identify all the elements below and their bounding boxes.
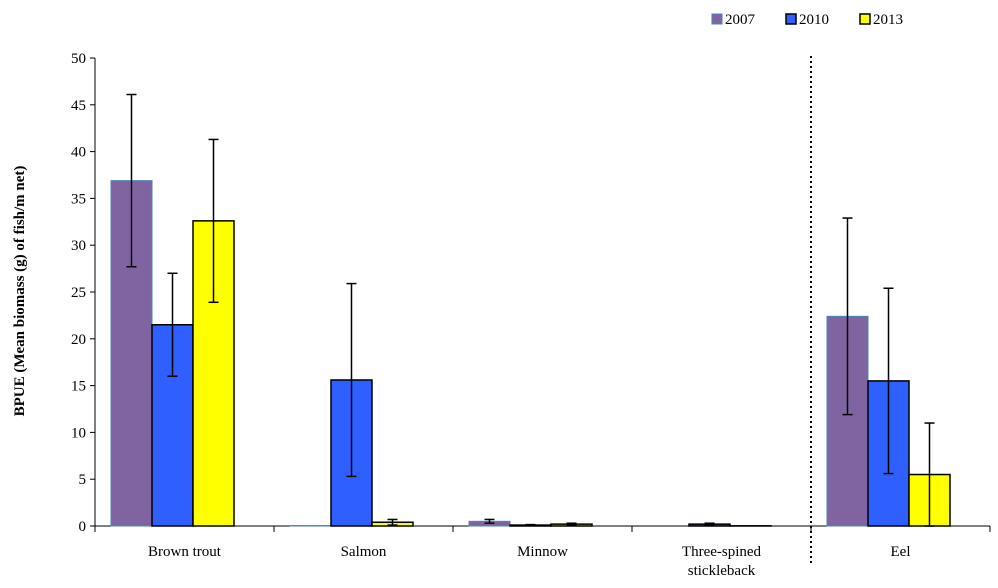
x-category-label-line: stickleback: [688, 563, 756, 579]
y-tick-label: 25: [71, 285, 86, 301]
bars: [110, 180, 951, 527]
legend-swatch-2013: [859, 13, 871, 25]
legend-label-2010: 2010: [799, 12, 829, 28]
legend-label-2007: 2007: [725, 12, 756, 28]
y-tick-label: 40: [71, 145, 86, 161]
legend-swatch-2010: [785, 13, 797, 25]
y-axis-title: BPUE (Mean biomass (g) of fish/m net): [12, 166, 28, 417]
y-tick-label: 30: [71, 238, 86, 254]
x-category-label: Brown trout: [148, 544, 222, 560]
x-category-label-line: Minnow: [517, 544, 568, 560]
y-tick-label: 35: [71, 191, 86, 207]
y-tick-label: 20: [71, 332, 86, 348]
error-bars: [126, 93, 935, 527]
x-category-label: Minnow: [517, 544, 568, 560]
legend-swatch-2007: [711, 13, 723, 25]
y-tick-label: 0: [79, 519, 87, 535]
x-category-label: Salmon: [341, 544, 387, 560]
y-tick-label: 5: [79, 472, 87, 488]
legend: 2007 2010 2013: [711, 12, 903, 28]
x-category-label-line: Brown trout: [148, 544, 222, 560]
legend-label-2013: 2013: [873, 12, 903, 28]
x-category-label: Eel: [891, 544, 911, 560]
y-axis: 0 5 10 15 20 25 30 35 40 45 50: [71, 51, 96, 535]
x-category-label-line: Eel: [891, 544, 911, 560]
y-tick-label: 45: [71, 98, 86, 114]
x-category-label: Three-spined stickleback: [682, 544, 762, 579]
x-category-label-line: Three-spined: [682, 544, 762, 560]
y-tick-label: 50: [71, 51, 86, 67]
y-tick-label: 10: [71, 425, 86, 441]
x-axis: Brown trout Salmon Minnow Three-spined stick…: [94, 525, 991, 579]
x-category-label-line: Salmon: [341, 544, 387, 560]
y-tick-label: 15: [71, 379, 86, 395]
